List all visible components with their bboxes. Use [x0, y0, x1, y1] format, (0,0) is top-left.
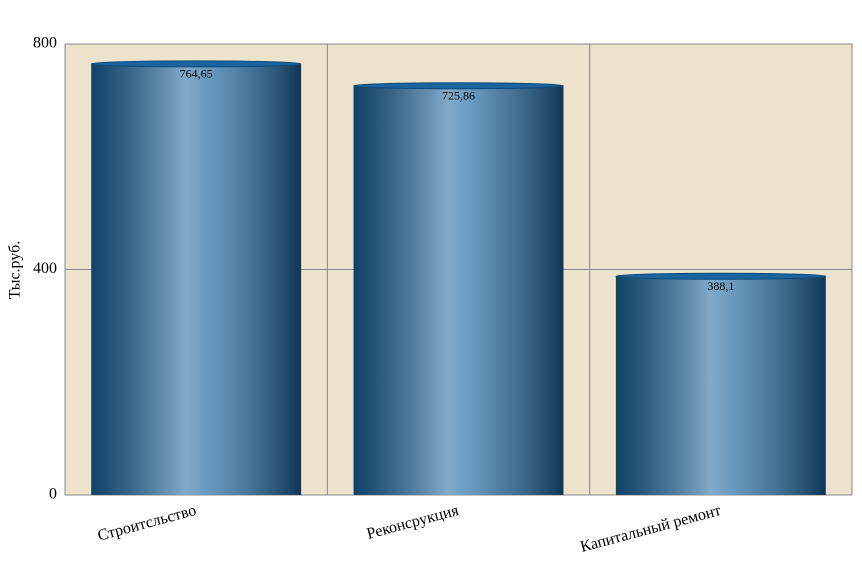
x-tick-label: Строитсльство: [96, 502, 198, 545]
bar-top: [353, 82, 564, 90]
x-tick-label: Капитальный ремонт: [579, 502, 723, 556]
bar-shade: [353, 85, 564, 496]
y-axis-title: Тыс.руб.: [7, 241, 24, 300]
bar-top: [90, 60, 302, 68]
y-tick-label: 400: [33, 260, 57, 277]
y-tick-label: 800: [33, 35, 57, 52]
bar-top: [615, 272, 827, 280]
value-label: 764,65: [180, 67, 213, 81]
value-label: 725,86: [442, 89, 475, 103]
bar-shade: [91, 63, 302, 496]
bar-shade: [615, 276, 826, 495]
y-tick-label: 0: [49, 486, 57, 503]
value-label: 388,1: [707, 279, 734, 293]
x-tick-label: Реконсрукция: [365, 502, 461, 543]
